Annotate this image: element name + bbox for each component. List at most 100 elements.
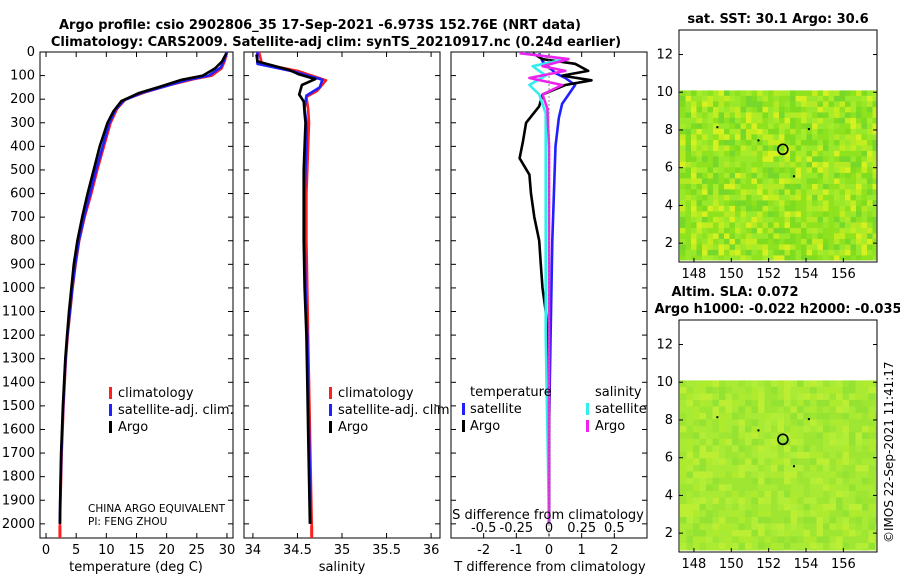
sst_map-cell	[680, 238, 686, 245]
sst_map-cell	[828, 128, 835, 135]
sla_map-cell	[842, 503, 850, 511]
sst_map-cell	[834, 161, 840, 168]
sst_map-cell	[812, 216, 818, 223]
sla_map-cell	[680, 516, 687, 524]
sla_map-cell	[790, 412, 798, 420]
sla_map-cell	[842, 445, 850, 453]
sst_map-cell	[768, 255, 774, 261]
sst_map-cell	[773, 117, 780, 124]
sla_map-cell	[771, 438, 778, 446]
sst_map-cell	[707, 194, 714, 201]
sst_map-cell	[779, 205, 785, 212]
sla_map-cell	[797, 484, 804, 492]
sst_map-cell	[872, 167, 877, 174]
sst_map-cell	[861, 150, 868, 157]
sst_map-cell	[861, 183, 868, 190]
sst_map-cell	[680, 227, 686, 234]
sst_map-cell	[823, 150, 829, 157]
sla_map-cell	[732, 425, 739, 433]
sla_map-cell	[680, 471, 687, 479]
sla_map-cell	[842, 412, 850, 420]
sst_map-cell	[680, 123, 686, 130]
sst_map-cell	[691, 112, 697, 119]
sla_map-cell	[823, 386, 830, 394]
sla_map-cell	[706, 458, 713, 466]
sst_map-cell	[768, 172, 774, 179]
sla_map-cell	[849, 477, 856, 485]
sst_map-cell	[806, 161, 813, 168]
sst_map-cell	[812, 106, 818, 113]
sst_map-cell	[867, 156, 873, 163]
sst_map-cell	[834, 106, 840, 113]
sla_map-cell	[855, 419, 863, 427]
sla_map-cell	[738, 386, 746, 394]
sla_map-cell	[771, 497, 778, 505]
sst_map-cell	[680, 183, 686, 190]
sla_map-cell	[868, 412, 876, 420]
sst_map-cell	[850, 194, 857, 201]
sla_map-cell	[849, 458, 856, 466]
sst_map-cell	[839, 216, 846, 223]
sla_map-cell	[816, 549, 824, 551]
sst_map-cell	[801, 112, 807, 119]
sla_map-cell	[738, 412, 746, 420]
difference-legend-salinity-argo: Argo	[595, 419, 625, 434]
sst_map-cell	[806, 233, 813, 240]
sst_map-cell	[746, 167, 752, 174]
sla_map-cell	[725, 380, 733, 388]
sst_map-cell	[773, 134, 780, 141]
sla_map-cell	[797, 497, 804, 505]
sst_map-cell	[757, 189, 763, 196]
sla_map-cell	[771, 477, 778, 485]
sst_map-cell	[685, 134, 692, 141]
sla_map-cell	[790, 510, 798, 518]
sla_map-cell	[875, 490, 877, 498]
sla_map-cell	[686, 490, 694, 498]
sla_map-cell	[751, 399, 759, 407]
sst_map-cell	[762, 128, 769, 135]
sla_map-cell	[797, 445, 804, 453]
sla_map-cell	[719, 451, 726, 459]
sla_map-cell	[738, 490, 746, 498]
temperature-ytick-label: 1900	[2, 493, 35, 508]
sla_map-cell	[764, 451, 772, 459]
sla_map-cell	[758, 386, 765, 394]
sst_map-cell	[740, 200, 747, 207]
sla_map-cell	[693, 503, 700, 511]
sst_map-cell	[834, 255, 840, 261]
sla_map-cell	[725, 425, 733, 433]
sst_map-cell	[735, 216, 741, 223]
sst_map-cell	[713, 200, 719, 207]
sla_map-cell	[784, 503, 791, 511]
sst_map-cell	[740, 216, 747, 223]
sst_map-cell	[867, 117, 873, 124]
sst_map-cell	[729, 134, 736, 141]
sla_map-cell	[764, 497, 772, 505]
sla_map-cell	[693, 386, 700, 394]
sla_map-cell	[771, 523, 778, 531]
sst_map-cell	[696, 128, 703, 135]
salinity-legend-satellite: satellite-adj. clim.	[338, 403, 454, 418]
sla_map-cell	[699, 458, 707, 466]
sst_map-cell	[850, 106, 857, 113]
sst_map-cell	[790, 194, 796, 201]
sst_map-cell	[823, 156, 829, 163]
sst_map-cell	[680, 205, 686, 212]
sst_map-cell	[685, 222, 692, 229]
sst_map-cell	[746, 161, 752, 168]
sst_map-cell	[702, 95, 708, 102]
sst_map-cell	[735, 227, 741, 234]
sst_map-cell	[779, 238, 785, 245]
sst_map-cell	[713, 145, 719, 152]
sst_map-cell	[702, 106, 708, 113]
sst_map-cell	[834, 156, 840, 163]
sst_map-cell	[845, 227, 851, 234]
sla_map-cell	[758, 399, 765, 407]
sst_map-cell	[729, 150, 736, 157]
sst_map-cell	[762, 150, 769, 157]
sst_map-cell	[795, 106, 802, 113]
sst_map-cell	[751, 123, 758, 130]
sst_map-cell	[872, 161, 877, 168]
sst_map-cell	[845, 255, 851, 261]
